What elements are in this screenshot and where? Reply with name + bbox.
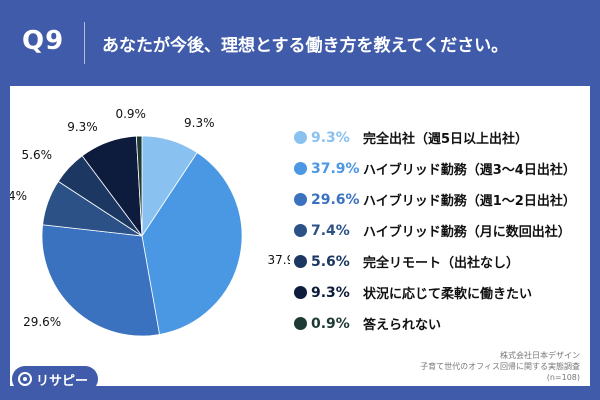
legend-value: 9.3% xyxy=(311,129,350,146)
legend-value: 37.9% xyxy=(311,160,360,177)
legend-swatch-icon xyxy=(294,286,307,299)
legend-swatch-icon xyxy=(294,193,307,206)
question-text: あなたが今後、理想とする働き方を教えてください。 xyxy=(102,36,509,56)
pie-slice-6 xyxy=(135,135,143,237)
legend-label: ハイブリッド勤務（月に数回出社） xyxy=(363,225,571,240)
legend-label: 完全リモート（出社なし） xyxy=(363,256,520,271)
legend-value: 29.6% xyxy=(311,191,360,208)
source-company: 株式会社日本デザイン xyxy=(500,351,580,360)
pie-slice-1 xyxy=(141,152,243,335)
legend-item-2: 29.6% ハイブリッド勤務（週1〜2日出社） xyxy=(294,184,584,215)
header: Q9 あなたが今後、理想とする働き方を教えてください。 xyxy=(0,0,600,86)
pie-label-4: 5.6% xyxy=(22,148,53,162)
legend-value: 5.6% xyxy=(311,253,350,270)
pie-label-0: 9.3% xyxy=(184,116,215,130)
chart-card: 9.3% 37.9% 29.6% 7.4% 5.6% 9.3% 0.9% 9.3% 完全出社（… xyxy=(10,86,590,386)
legend-label: ハイブリッド勤務（週3〜4日出社） xyxy=(363,163,576,178)
legend-swatch-icon xyxy=(294,162,307,175)
legend-item-1: 37.9% ハイブリッド勤務（週3〜4日出社） xyxy=(294,153,584,184)
legend-value: 9.3% xyxy=(311,284,350,301)
pie-label-3: 7.4% xyxy=(10,189,27,203)
pie-slice-2 xyxy=(41,224,160,337)
legend-label: 完全出社（週5日以上出社） xyxy=(363,132,529,147)
legend-item-0: 9.3% 完全出社（週5日以上出社） xyxy=(294,122,584,153)
legend-swatch-icon xyxy=(294,131,307,144)
question-number: Q9 xyxy=(22,26,65,56)
brand-pin-icon xyxy=(18,372,32,386)
legend-value: 0.9% xyxy=(311,315,350,332)
legend-value: 7.4% xyxy=(311,222,350,239)
source-note: 株式会社日本デザイン 子育て世代のオフィス回帰に関する実態調査 (n=108) xyxy=(420,350,580,383)
legend-swatch-icon xyxy=(294,255,307,268)
pie-chart: 9.3% 37.9% 29.6% 7.4% 5.6% 9.3% 0.9% xyxy=(10,107,291,337)
legend-item-5: 9.3% 状況に応じて柔軟に働きたい xyxy=(294,277,584,308)
header-divider xyxy=(84,22,85,64)
legend-item-6: 0.9% 答えられない xyxy=(294,308,584,339)
brand-name: リサピー xyxy=(36,373,89,389)
pie-label-6: 0.9% xyxy=(115,107,146,121)
legend-swatch-icon xyxy=(294,224,307,237)
legend: 9.3% 完全出社（週5日以上出社） 37.9% ハイブリッド勤務（週3〜4日出社） 2… xyxy=(294,122,584,339)
legend-label: ハイブリッド勤務（週1〜2日出社） xyxy=(363,194,576,209)
pie-label-2: 29.6% xyxy=(23,315,61,329)
legend-swatch-icon xyxy=(294,317,307,330)
source-sample-size: (n=108) xyxy=(546,373,580,382)
pie-label-1: 37.9% xyxy=(268,253,291,267)
pie-label-5: 9.3% xyxy=(67,120,98,134)
brand-logo: リサピー xyxy=(12,366,99,392)
legend-label: 状況に応じて柔軟に働きたい xyxy=(363,287,533,302)
source-survey: 子育て世代のオフィス回帰に関する実態調査 xyxy=(420,362,580,371)
legend-label: 答えられない xyxy=(363,318,442,333)
legend-item-4: 5.6% 完全リモート（出社なし） xyxy=(294,246,584,277)
legend-item-3: 7.4% ハイブリッド勤務（月に数回出社） xyxy=(294,215,584,246)
